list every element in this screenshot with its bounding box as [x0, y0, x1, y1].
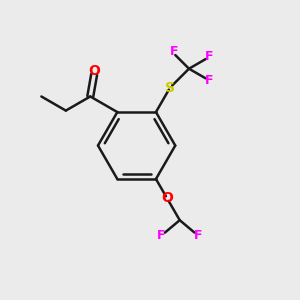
- Text: O: O: [88, 64, 100, 78]
- Text: F: F: [194, 229, 202, 242]
- Text: F: F: [157, 229, 166, 242]
- Text: F: F: [204, 50, 213, 63]
- Text: O: O: [161, 191, 173, 205]
- Text: S: S: [165, 81, 175, 94]
- Text: F: F: [205, 74, 214, 87]
- Text: F: F: [169, 45, 178, 58]
